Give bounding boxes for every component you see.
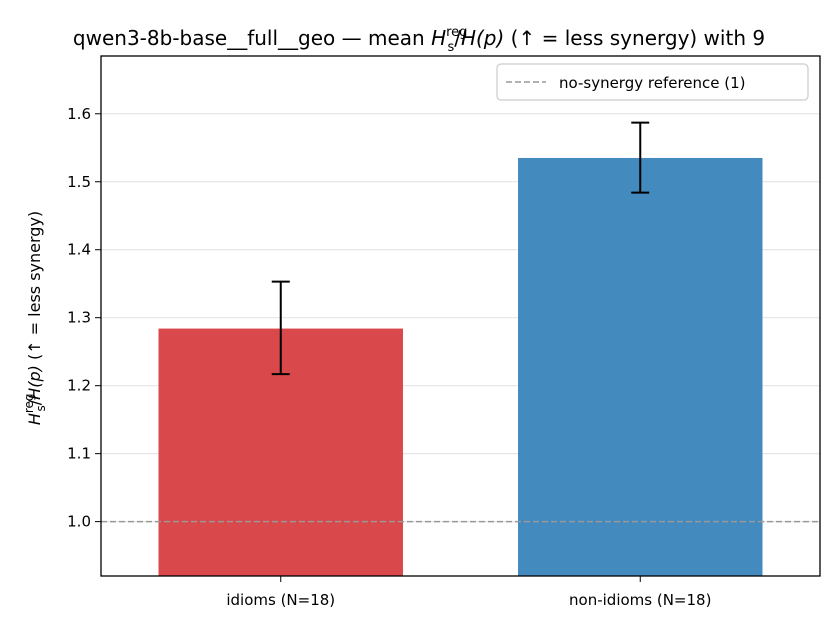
y-tick-label: 1.1 xyxy=(67,445,91,463)
plot-area: 1.0 1.1 1.2 1.3 1.4 1.5 1.6 idioms (N=18) non-id… xyxy=(67,55,821,609)
svg-text:Hregs/H(p) (↑ = less synergy): Hregs/H(p) (↑ = less synergy) xyxy=(22,211,48,425)
legend: no-synergy reference (1) xyxy=(496,63,809,101)
x-tick-label: non-idioms (N=18) xyxy=(569,591,711,609)
y-tick-label: 1.5 xyxy=(67,173,91,191)
y-tick-label: 1.4 xyxy=(67,241,91,259)
chart-title: qwen3-8b-base__full__geo — mean Hreg s/H(… xyxy=(73,25,765,55)
y-axis-label: Hregs/H(p) (↑ = less synergy) xyxy=(22,211,48,425)
legend-frame xyxy=(496,63,809,101)
axes-frame xyxy=(100,55,821,577)
x-tick-label: idioms (N=18) xyxy=(226,591,335,609)
y-tick-label: 1.6 xyxy=(67,105,91,123)
legend-label: no-synergy reference (1) xyxy=(559,74,746,92)
y-tick-label: 1.0 xyxy=(67,513,91,531)
y-tick-label: 1.3 xyxy=(67,309,91,327)
y-tick-label: 1.2 xyxy=(67,377,91,395)
bar xyxy=(518,157,763,576)
